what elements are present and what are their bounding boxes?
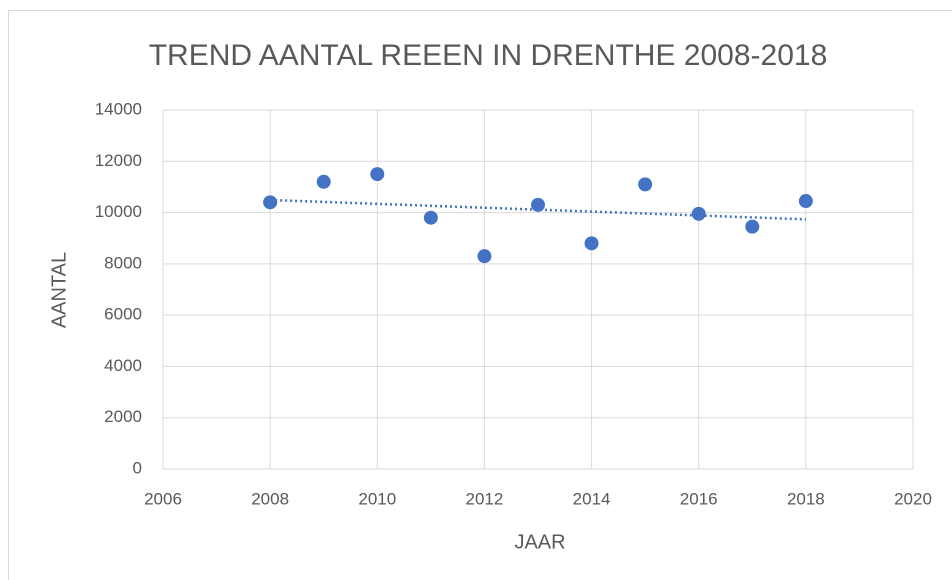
data-point [423,210,438,225]
x-tick-label: 2014 [573,489,611,508]
data-point [316,174,331,189]
x-tick-label: 2018 [787,489,825,508]
y-tick-label: 0 [133,458,142,477]
y-tick-label: 6000 [104,305,142,324]
x-tick-label: 2016 [680,489,718,508]
data-point [691,206,706,221]
y-tick-label: 4000 [104,356,142,375]
y-tick-label: 10000 [95,202,142,221]
data-point [477,249,492,264]
x-tick-label: 2008 [251,489,289,508]
chart-border [8,10,952,580]
y-tick-label: 2000 [104,407,142,426]
x-tick-label: 2010 [358,489,396,508]
data-point [584,236,599,251]
y-tick-label: 12000 [95,151,142,170]
x-tick-label: 2020 [894,489,932,508]
data-point [370,167,385,182]
data-point [531,197,545,212]
data-point [638,177,653,192]
y-tick-label: 14000 [95,99,142,118]
x-tick-label: 2006 [144,489,182,508]
y-tick-label: 8000 [104,253,142,272]
data-point [263,195,278,210]
x-axis-label: JAAR [514,531,565,553]
trendline [270,198,806,221]
x-tick-label: 2012 [466,489,504,508]
data-point [798,194,813,209]
chart-title: TREND AANTAL REEEN IN DRENTHE 2008-2018 [149,39,828,72]
y-axis-label: AANTAL [48,252,70,328]
data-point [745,219,760,234]
